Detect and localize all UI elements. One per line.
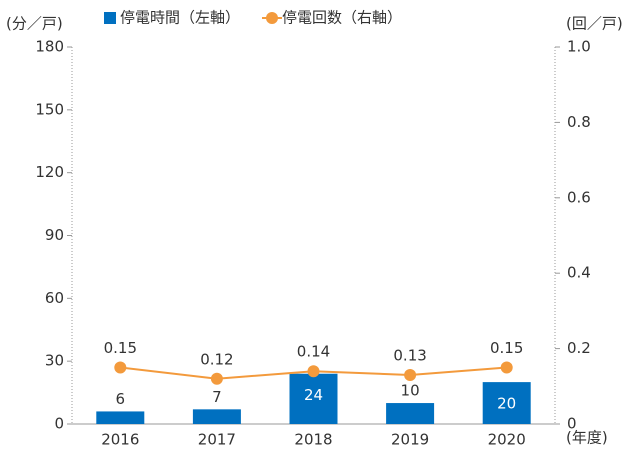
y-tick-label: 90: [45, 226, 64, 244]
line-point: [307, 365, 320, 378]
y2-tick-label: 0: [567, 415, 577, 433]
data-label: 6: [116, 390, 126, 408]
y2-tick-label: 0.2: [567, 339, 591, 357]
y-tick-label: 30: [45, 352, 64, 370]
data-label: 0.13: [393, 346, 426, 364]
y-tick-label: 150: [35, 100, 64, 118]
y2-axis-label: (回／戸): [566, 15, 623, 33]
x-tick-label: 2018: [294, 431, 332, 449]
data-label: 20: [497, 395, 516, 413]
y-tick-label: 180: [35, 38, 64, 56]
data-label: 0.15: [490, 339, 523, 357]
bar: [386, 403, 435, 424]
bar: [192, 409, 241, 424]
x-axis-label: (年度): [566, 429, 608, 447]
x-tick-label: 2017: [198, 431, 236, 449]
y-tick-label: 120: [35, 163, 64, 181]
y-tick-label: 0: [54, 415, 64, 433]
y2-tick-label: 1.0: [567, 38, 591, 56]
y2-tick-label: 0.4: [567, 264, 591, 282]
data-label: 0.12: [200, 350, 233, 368]
data-label: 0.15: [104, 339, 137, 357]
x-tick-label: 2020: [488, 431, 526, 449]
y-tick-label: 60: [45, 289, 64, 307]
line-point: [404, 368, 417, 381]
legend-swatch: [266, 12, 278, 24]
line-point: [500, 361, 513, 374]
bar: [96, 411, 145, 424]
bar: [482, 382, 531, 424]
x-tick-label: 2016: [101, 431, 139, 449]
data-label: 0.14: [297, 343, 330, 361]
y2-tick-label: 0.6: [567, 188, 591, 206]
line-point: [210, 372, 223, 385]
data-label: 7: [212, 388, 222, 406]
data-label: 10: [401, 382, 420, 400]
legend-label: 停電回数（右軸）: [282, 9, 402, 27]
y2-tick-label: 0.8: [567, 113, 591, 131]
line-point: [114, 361, 127, 374]
legend-swatch: [104, 12, 116, 24]
bar: [289, 373, 338, 424]
legend-label: 停電時間（左軸）: [120, 9, 240, 27]
y-axis-label: (分／戸): [6, 15, 63, 33]
x-tick-label: 2019: [391, 431, 429, 449]
data-label: 24: [304, 386, 323, 404]
